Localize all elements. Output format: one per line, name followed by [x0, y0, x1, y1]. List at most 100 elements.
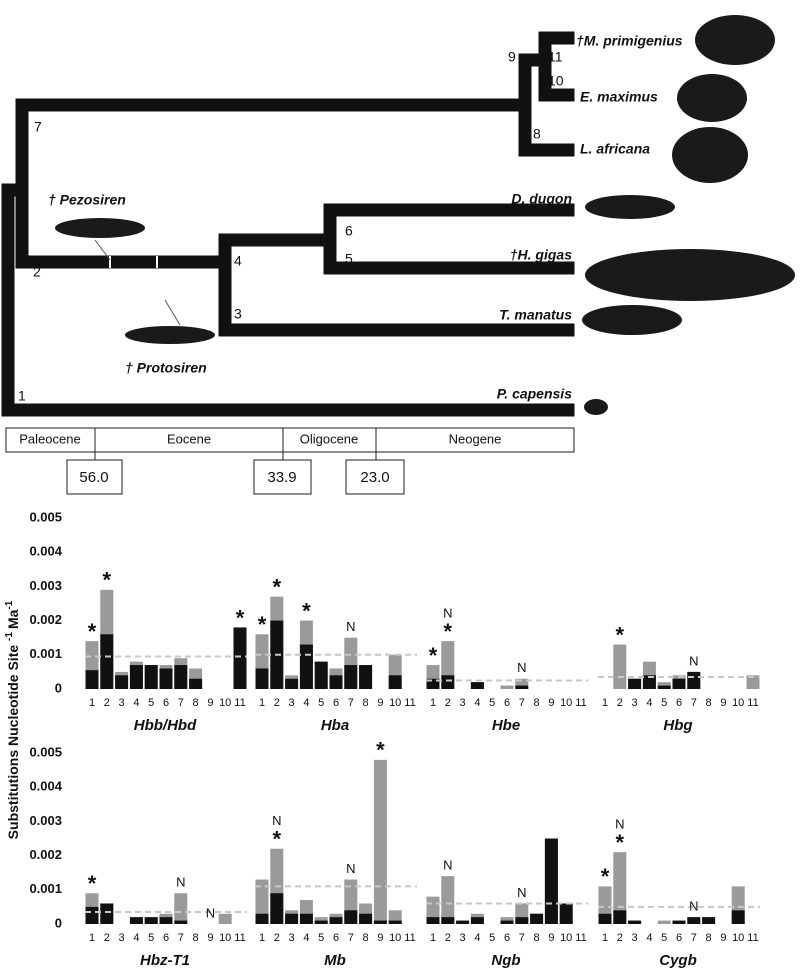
n-mark: N	[346, 619, 355, 634]
x-tick-label: 11	[404, 932, 415, 944]
x-tick-label: 10	[389, 697, 401, 709]
x-tick-label: 3	[460, 932, 466, 944]
x-tick-label: 11	[404, 697, 415, 709]
n-mark: N	[615, 817, 624, 832]
x-tick-label: 1	[259, 697, 265, 709]
chart-title: Hba	[321, 717, 349, 734]
x-tick-label: 10	[389, 932, 401, 944]
fossil-link	[94, 239, 111, 261]
node-label: 4	[234, 253, 242, 269]
y-label-main: Substitutions Nucleotide Site	[5, 641, 21, 839]
bar	[373, 920, 387, 924]
x-tick-label: 4	[646, 697, 652, 709]
node-label: 7	[34, 119, 42, 135]
bar	[388, 920, 402, 924]
x-tick-label: 1	[602, 932, 608, 944]
bar	[373, 759, 387, 924]
x-tick-label: 6	[504, 932, 510, 944]
branch	[518, 31, 575, 67]
x-tick-label: 2	[617, 932, 623, 944]
branch	[538, 53, 575, 102]
x-tick-label: 6	[163, 932, 169, 944]
x-tick-label: 10	[732, 697, 744, 709]
x-tick-label: 7	[348, 932, 354, 944]
x-tick-label: 5	[318, 932, 324, 944]
x-tick-label: 6	[676, 697, 682, 709]
significance-star: *	[88, 871, 97, 896]
x-tick-label: 2	[274, 697, 280, 709]
x-tick-label: 5	[661, 932, 667, 944]
x-tick-label: 10	[219, 697, 231, 709]
x-tick-label: 7	[178, 697, 184, 709]
silhouette	[672, 127, 748, 183]
x-tick-label: 4	[646, 932, 652, 944]
x-tick-label: 7	[519, 697, 525, 709]
bar	[100, 903, 114, 924]
date-label: 33.9	[267, 469, 296, 486]
n-mark: N	[443, 606, 452, 621]
bar	[470, 682, 484, 689]
y-tick-label: 0.002	[29, 847, 62, 862]
n-mark: N	[443, 858, 452, 873]
significance-star: *	[236, 605, 245, 630]
bar	[687, 917, 701, 924]
node-label: 10	[548, 73, 564, 89]
bar	[657, 920, 671, 924]
significance-star: *	[444, 619, 453, 644]
x-tick-label: 5	[489, 932, 495, 944]
bar	[559, 903, 573, 924]
silhouette	[677, 74, 747, 122]
significance-star: *	[302, 598, 311, 623]
y-tick-label: 0.004	[29, 779, 62, 794]
x-tick-label: 1	[259, 932, 265, 944]
taxon-label: T. manatus	[499, 307, 572, 323]
bar	[515, 678, 529, 689]
date-box	[66, 459, 123, 495]
y-tick-label: 0.005	[29, 744, 62, 759]
taxon-label: P. capensis	[497, 386, 572, 402]
x-tick-label: 10	[732, 932, 744, 944]
chart-title: Ngb	[491, 952, 520, 969]
y-label-exp: -1	[4, 632, 15, 641]
x-tick-label: 11	[575, 697, 586, 709]
node-label: 11	[548, 49, 563, 65]
bar	[314, 917, 328, 924]
x-tick-label: 2	[274, 932, 280, 944]
x-tick-label: 2	[617, 697, 623, 709]
silhouette	[695, 15, 775, 65]
significance-star: *	[376, 738, 385, 763]
bar	[702, 917, 716, 924]
silhouette	[584, 399, 608, 415]
x-tick-label: 2	[104, 697, 110, 709]
bar	[426, 917, 440, 924]
date-label: 23.0	[360, 469, 389, 486]
x-tick-label: 3	[289, 932, 295, 944]
date-box	[345, 459, 405, 495]
bar	[628, 920, 642, 924]
silhouette	[585, 195, 675, 219]
y-tick-label: 0	[55, 680, 62, 695]
bar	[115, 675, 129, 689]
taxon-label: L. africana	[580, 141, 650, 157]
x-tick-label: 7	[519, 932, 525, 944]
x-tick-label: 8	[534, 697, 540, 709]
x-tick-label: 3	[119, 697, 125, 709]
bar	[515, 917, 529, 924]
x-tick-label: 9	[377, 697, 383, 709]
bar	[344, 910, 358, 924]
y-tick-label: 0.001	[29, 646, 62, 661]
x-tick-label: 4	[474, 697, 480, 709]
significance-star: *	[88, 619, 97, 644]
x-tick-label: 8	[193, 697, 199, 709]
bar	[613, 644, 627, 689]
significance-star: *	[273, 827, 282, 852]
bar	[359, 665, 373, 689]
n-mark: N	[689, 899, 698, 914]
n-mark: N	[689, 653, 698, 668]
x-tick-label: 1	[602, 697, 608, 709]
y-tick-label: 0.003	[29, 578, 62, 593]
x-tick-label: 8	[534, 932, 540, 944]
bar	[628, 678, 642, 689]
x-tick-label: 7	[178, 932, 184, 944]
